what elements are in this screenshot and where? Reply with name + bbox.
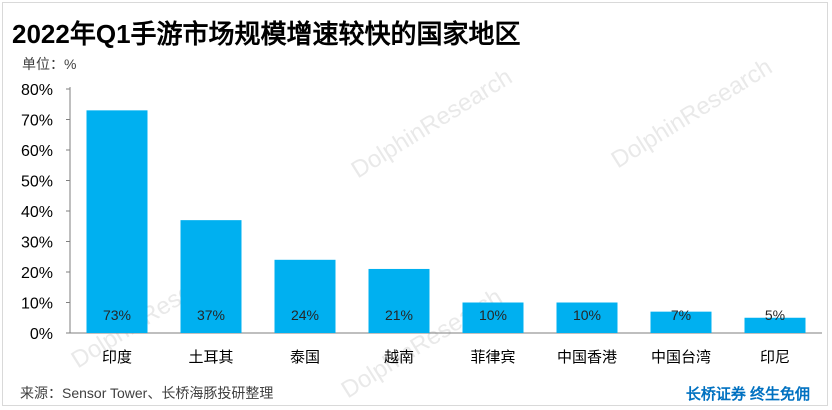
x-tick-label: 菲律宾 bbox=[470, 349, 515, 366]
unit-label: 单位：% bbox=[22, 56, 77, 72]
data-label: 37% bbox=[197, 307, 225, 323]
bar bbox=[368, 268, 430, 333]
bar bbox=[556, 302, 618, 333]
x-tick-label: 印度 bbox=[102, 349, 132, 366]
y-tick-label: 20% bbox=[21, 265, 53, 282]
chart-title: 2022年Q1手游市场规模增速较快的国家地区 bbox=[12, 19, 521, 49]
x-tick-label: 中国香港 bbox=[557, 349, 617, 366]
data-label: 10% bbox=[479, 307, 507, 323]
x-tick-label: 越南 bbox=[384, 349, 414, 366]
bar bbox=[744, 317, 806, 333]
bar bbox=[180, 220, 242, 333]
y-tick-label: 80% bbox=[21, 82, 53, 99]
data-label: 24% bbox=[291, 307, 319, 323]
y-tick-label: 30% bbox=[21, 235, 53, 252]
x-tick-label: 土耳其 bbox=[188, 349, 233, 366]
bar bbox=[274, 259, 336, 333]
brand-label: 长桥证券 终生免佣 bbox=[685, 386, 810, 403]
y-tick-label: 40% bbox=[21, 204, 53, 221]
bar bbox=[86, 110, 148, 333]
x-tick-label: 印尼 bbox=[760, 349, 790, 366]
bar bbox=[462, 302, 524, 333]
source-note: 来源：Sensor Tower、长桥海豚投研整理 bbox=[20, 385, 274, 401]
y-tick-label: 10% bbox=[21, 296, 53, 313]
bar bbox=[650, 311, 712, 333]
chart-frame bbox=[2, 2, 828, 406]
data-label: 5% bbox=[765, 307, 785, 323]
y-tick-label: 0% bbox=[30, 326, 53, 343]
x-tick-label: 泰国 bbox=[290, 349, 320, 366]
y-tick-label: 50% bbox=[21, 174, 53, 191]
data-label: 10% bbox=[573, 307, 601, 323]
y-tick-label: 70% bbox=[21, 113, 53, 130]
y-tick-label: 60% bbox=[21, 143, 53, 160]
x-tick-label: 中国台湾 bbox=[651, 349, 711, 366]
data-label: 73% bbox=[103, 307, 131, 323]
data-label: 7% bbox=[671, 307, 691, 323]
data-label: 21% bbox=[385, 307, 413, 323]
